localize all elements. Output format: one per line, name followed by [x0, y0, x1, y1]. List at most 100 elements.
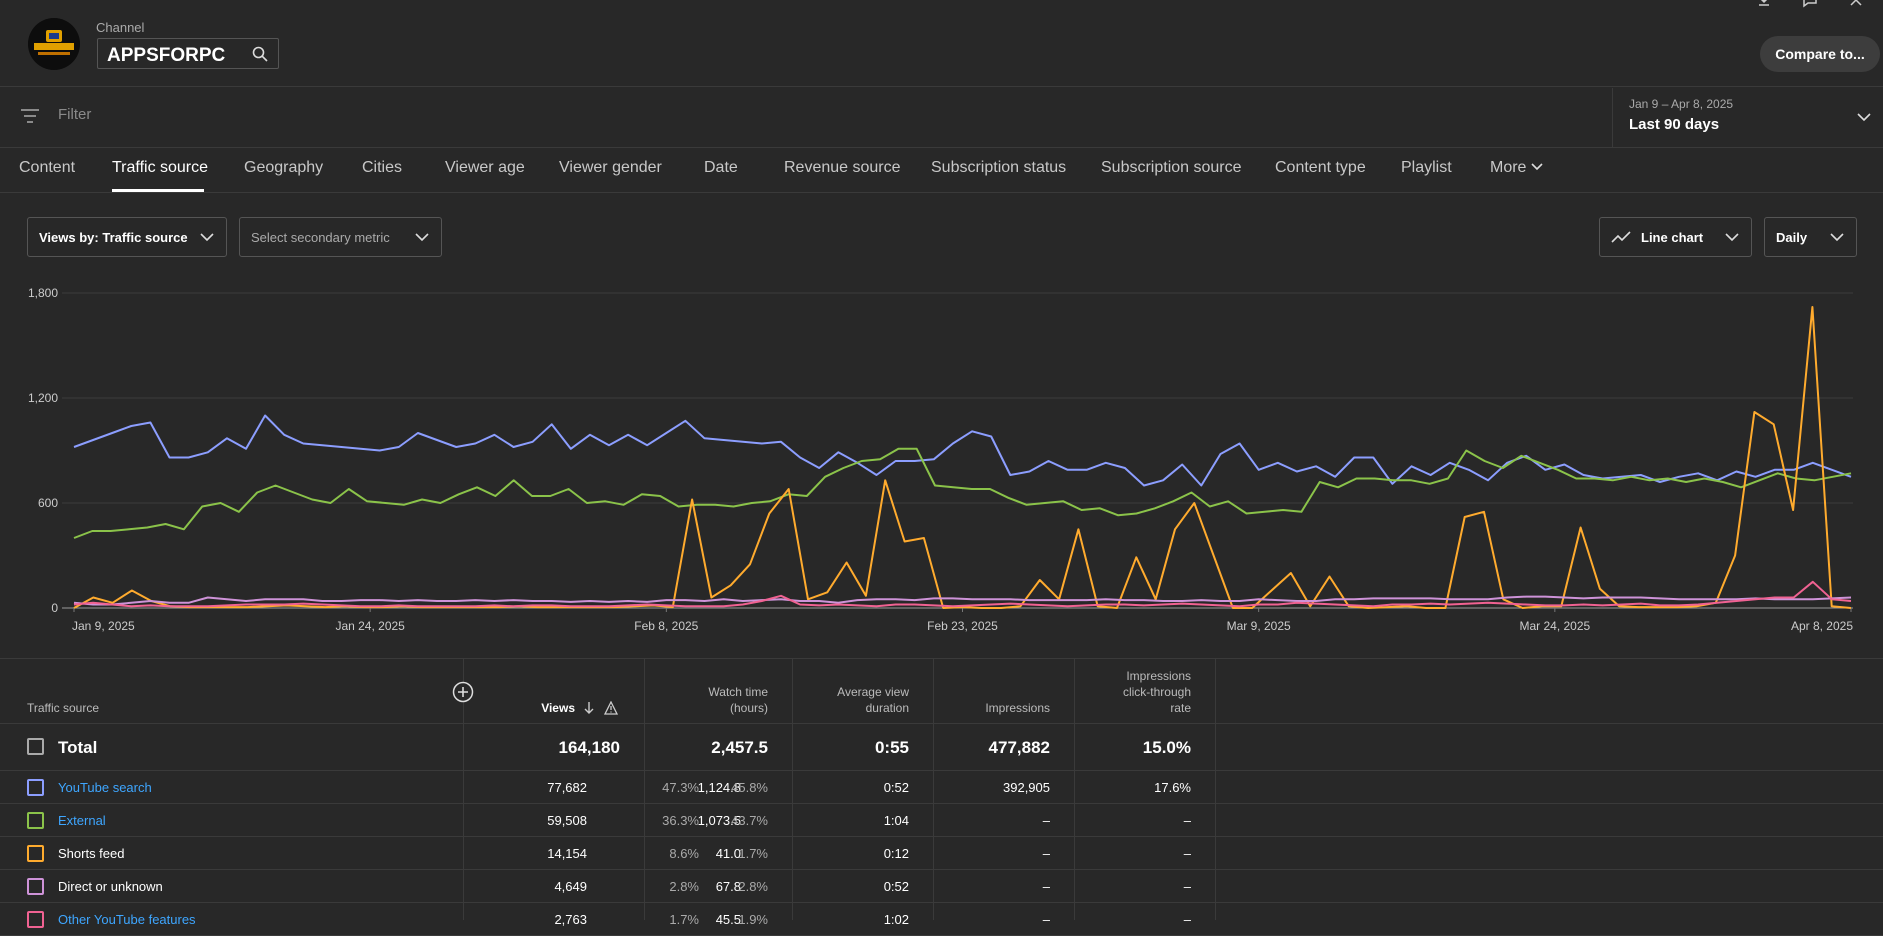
search-icon[interactable]: [252, 46, 268, 62]
cell-avd: 0:52: [883, 780, 909, 795]
tab-traffic-source[interactable]: Traffic source: [112, 159, 209, 176]
cell-ctr: –: [1183, 912, 1191, 927]
secondary-metric-label: Select secondary metric: [251, 229, 390, 245]
total-views: 164,180: [558, 738, 620, 757]
avd-header-line1: Average view: [837, 685, 909, 699]
primary-metric-dropdown[interactable]: Views by: Traffic source: [27, 217, 227, 257]
tab-viewer-age[interactable]: Viewer age: [445, 159, 525, 176]
channel-name: APPSFORPC: [107, 45, 226, 66]
column-header-ctr[interactable]: Impressions click-through rate: [1080, 668, 1191, 716]
table-row-total: Total 164,180 2,457.5 0:55 477,882 15.0%: [0, 724, 1883, 771]
tab-geography[interactable]: Geography: [244, 159, 324, 176]
cell-views-pct: 1.7%: [669, 912, 699, 927]
traffic-source-name[interactable]: Other YouTube features: [58, 912, 196, 927]
cell-impressions: –: [1042, 879, 1050, 894]
granularity-dropdown[interactable]: Daily: [1764, 217, 1857, 257]
cell-ctr: –: [1183, 846, 1191, 861]
cell-watch: 67.8: [715, 879, 741, 894]
watch-time-header-line1: Watch time: [708, 685, 768, 699]
tab-date[interactable]: Date: [704, 159, 738, 176]
cell-views: 59,508: [547, 813, 587, 828]
x-tick-label: Feb 23, 2025: [927, 619, 998, 633]
chevron-down-icon: [1725, 233, 1739, 242]
cell-watch-pct: 43.7%: [731, 813, 768, 828]
traffic-source-line-chart[interactable]: 0 600 1,200 1,800 Jan 9, 2025 Jan 24, 2025 Feb…: [0, 270, 1883, 640]
dimension-tabs: Content Traffic source Geography Cities …: [0, 149, 1883, 193]
chevron-down-icon: [1531, 163, 1543, 171]
tab-subscription-status[interactable]: Subscription status: [931, 159, 1067, 176]
chevron-down-icon: [1857, 113, 1871, 122]
tab-more[interactable]: More: [1490, 159, 1543, 177]
series-checkbox[interactable]: [27, 779, 44, 796]
table-row: Shorts feed 14,154 8.6% 41.0 1.7% 0:12 – –: [0, 837, 1883, 870]
channel-selector[interactable]: APPSFORPC: [97, 38, 279, 69]
table-row: Direct or unknown 4,649 2.8% 67.8 2.8% 0:52– –: [0, 870, 1883, 903]
series-line-1: [73, 447, 1852, 539]
column-header-avg-view-duration[interactable]: Average view duration: [800, 684, 909, 716]
feedback-icon[interactable]: [1802, 0, 1818, 8]
date-range-dates: Jan 9 – Apr 8, 2025: [1629, 97, 1734, 111]
cell-avd: 0:52: [883, 879, 909, 894]
download-icon[interactable]: [1756, 0, 1772, 8]
traffic-source-name: Shorts feed: [58, 846, 125, 861]
chevron-down-icon: [415, 233, 429, 242]
traffic-source-name[interactable]: YouTube search: [58, 780, 152, 795]
date-range-picker[interactable]: Jan 9 – Apr 8, 2025 Last 90 days: [1612, 88, 1883, 148]
column-divider: [1215, 659, 1216, 920]
series-checkbox[interactable]: [27, 878, 44, 895]
row-checkbox[interactable]: [27, 738, 44, 755]
tab-playlist[interactable]: Playlist: [1401, 159, 1452, 176]
filter-input[interactable]: Filter: [58, 106, 92, 123]
channel-avatar[interactable]: [28, 18, 80, 70]
x-tick-label: Feb 8, 2025: [634, 619, 698, 633]
cell-views: 4,649: [554, 879, 587, 894]
ctr-header-line3: rate: [1170, 701, 1191, 715]
y-tick-label: 1,800: [28, 286, 58, 300]
filter-bar: Filter Jan 9 – Apr 8, 2025 Last 90 days: [0, 88, 1883, 148]
warning-icon[interactable]: [604, 701, 618, 715]
channel-label: Channel: [96, 20, 145, 35]
tab-revenue-source[interactable]: Revenue source: [784, 159, 901, 176]
x-tick-label: Mar 24, 2025: [1519, 619, 1590, 633]
ctr-header-line1: Impressions: [1126, 669, 1191, 683]
cell-avd: 0:12: [883, 846, 909, 861]
date-range-label: Last 90 days: [1629, 116, 1720, 133]
column-header-traffic-source: Traffic source: [27, 701, 100, 715]
avd-header-line2: duration: [865, 701, 909, 715]
close-icon[interactable]: [1848, 0, 1864, 8]
cell-watch: 41.0: [715, 846, 741, 861]
tab-more-label: More: [1490, 159, 1527, 176]
cell-views-pct: 47.3%: [662, 780, 699, 795]
sort-down-arrow-icon[interactable]: [583, 701, 595, 715]
series-checkbox[interactable]: [27, 812, 44, 829]
column-header-impressions[interactable]: Impressions: [985, 701, 1050, 715]
tab-subscription-source[interactable]: Subscription source: [1101, 159, 1242, 176]
tab-cities[interactable]: Cities: [362, 159, 403, 176]
cell-avd: 1:04: [883, 813, 909, 828]
cell-watch-pct: 1.9%: [738, 912, 768, 927]
add-metric-icon[interactable]: [452, 681, 474, 703]
cell-watch-pct: 1.7%: [738, 846, 768, 861]
chart-type-dropdown[interactable]: Line chart: [1599, 217, 1752, 257]
cell-watch-pct: 45.8%: [731, 780, 768, 795]
column-header-watch-time[interactable]: Watch time (hours): [660, 684, 768, 716]
table-row: External 59,508 36.3% 1,073.5 43.7% 1:04 – –: [0, 804, 1883, 837]
filter-icon[interactable]: [20, 108, 40, 124]
watch-time-header-line2: (hours): [729, 701, 768, 715]
series-checkbox[interactable]: [27, 845, 44, 862]
column-divider: [644, 659, 645, 920]
x-tick-label: Mar 9, 2025: [1227, 619, 1291, 633]
x-tick-label: Apr 8, 2025: [1791, 619, 1853, 633]
chart-type-label: Line chart: [1641, 229, 1704, 245]
compare-button[interactable]: Compare to...: [1760, 36, 1880, 72]
traffic-source-name[interactable]: External: [58, 813, 106, 828]
secondary-metric-dropdown[interactable]: Select secondary metric: [239, 217, 442, 257]
table-row: Other YouTube features 2,763 1.7% 45.5 1.9% 1…: [0, 903, 1883, 936]
column-divider: [792, 659, 793, 920]
series-checkbox[interactable]: [27, 911, 44, 928]
tab-content-type[interactable]: Content type: [1275, 159, 1366, 176]
tab-content[interactable]: Content: [19, 159, 76, 176]
column-header-views[interactable]: Views: [541, 701, 575, 715]
tab-viewer-gender[interactable]: Viewer gender: [559, 159, 662, 176]
cell-ctr: –: [1183, 813, 1191, 828]
